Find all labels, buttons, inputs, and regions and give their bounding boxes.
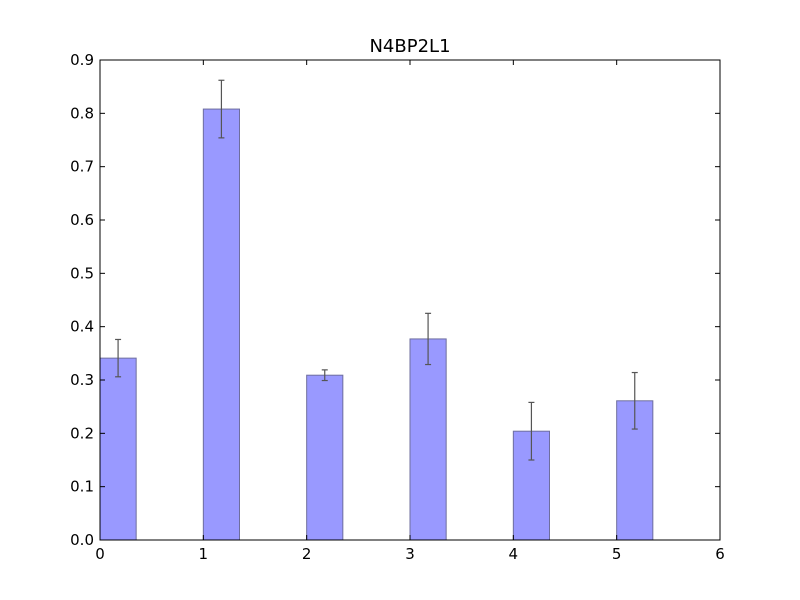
x-tick-label: 0 [95,545,105,563]
bar-2 [306,374,344,541]
x-tick-label: 5 [612,545,622,563]
y-tick-label: 0.9 [70,51,94,69]
bars-layer [99,108,654,541]
x-tick-label: 1 [199,545,209,563]
y-tick-label: 0.8 [70,104,94,122]
error-bar-3 [425,312,432,366]
error-bars-layer [115,79,638,461]
x-tick-label: 6 [715,545,725,563]
x-tick-label: 3 [405,545,415,563]
y-tick-label: 0.2 [70,424,94,442]
bar-3 [409,338,447,541]
x-axis-tick-labels: 0 1 2 3 4 5 6 [95,545,725,563]
x-tick-label: 4 [509,545,519,563]
y-tick-label: 0.7 [70,158,94,176]
bar-1 [202,108,240,541]
chart-title: N4BP2L1 [369,36,450,57]
error-bar-5 [631,371,638,430]
bar-0 [99,357,137,541]
error-bar-2 [321,369,328,382]
axis-ticks [99,59,721,541]
error-bar-1 [218,79,225,139]
y-tick-label: 0.1 [70,478,94,496]
error-bar-4 [528,401,535,461]
y-tick-label: 0.6 [70,211,94,229]
y-tick-label: 0.0 [70,531,94,549]
y-axis-tick-labels: 0.0 0.1 0.2 0.3 0.4 0.5 0.6 0.7 0.8 0.9 [70,51,94,549]
y-tick-label: 0.5 [70,264,94,282]
x-tick-label: 2 [302,545,312,563]
y-tick-label: 0.4 [70,318,94,336]
error-bar-0 [115,338,122,378]
y-tick-label: 0.3 [70,371,94,389]
